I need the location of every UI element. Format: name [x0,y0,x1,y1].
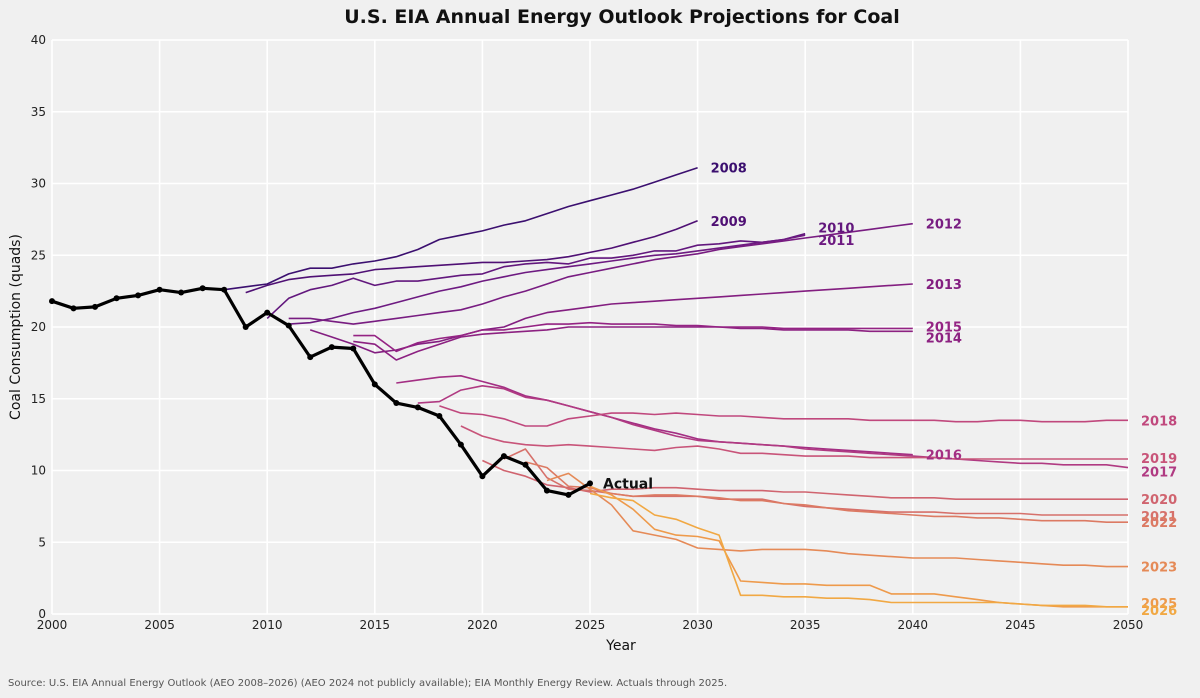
series-label-2008: 2008 [711,162,747,177]
x-tick-label: 2035 [790,618,821,632]
actual-point [113,295,120,302]
series-label-2025: 2025 [1141,597,1177,612]
series-line-2019 [460,425,1128,460]
y-tick-label: 20 [31,320,46,334]
series-label-2023: 2023 [1141,561,1177,576]
actual-point [328,344,335,351]
actual-point [543,487,550,494]
actual-point [371,381,378,388]
actual-point [457,441,464,448]
series-label-2010: 2010 [818,222,854,237]
y-axis-ticks: 0 5 10 15 20 25 30 35 40 [31,33,46,621]
actual-point [49,298,55,305]
source-note: Source: U.S. EIA Annual Energy Outlook (… [8,678,728,689]
x-tick-label: 2050 [1113,618,1144,632]
series-label-2015: 2015 [926,320,962,335]
series-line-2020 [482,459,1128,501]
actual-point [307,354,314,361]
y-tick-label: 15 [31,392,46,406]
actual-point [178,289,185,296]
actual-point [135,292,142,299]
actual-point [522,461,529,468]
series-label-2019: 2019 [1141,452,1177,467]
series-line-2026 [589,492,1128,608]
series-line-2008 [224,166,698,291]
actual-point [500,453,507,460]
y-tick-label: 5 [38,535,46,549]
actual-series: Actual [49,285,653,498]
actual-point [414,404,421,411]
actual-point [70,305,77,312]
actual-point [479,473,486,480]
actual-point [264,309,271,316]
series-label-2012: 2012 [926,218,962,233]
series-label-2014: 2014 [926,331,962,346]
series-line-2017 [417,384,1129,469]
series-line-2023 [546,472,1128,568]
actual-point [221,286,228,293]
series-line-2016 [396,374,913,456]
x-tick-label: 2015 [360,618,391,632]
actual-point [565,491,572,498]
series-line-2022 [525,461,1128,524]
y-tick-label: 40 [31,33,46,47]
series-line-2025 [589,485,1128,608]
x-tick-label: 2000 [37,618,68,632]
series-label-2022: 2022 [1141,516,1177,531]
x-axis-ticks: 2000 2005 2010 2015 2020 2025 2030 2035 2040 2045… [37,618,1144,632]
x-tick-label: 2010 [252,618,283,632]
series-label-2016: 2016 [926,449,962,464]
y-tick-label: 30 [31,177,46,191]
series-line-2011 [288,234,806,325]
y-tick-label: 0 [38,607,46,621]
actual-point [156,286,163,293]
series-line-2009 [245,220,698,294]
actual-point [92,303,99,310]
y-tick-label: 25 [31,248,46,262]
x-tick-label: 2030 [682,618,713,632]
actual-point [587,480,593,487]
chart-title: U.S. EIA Annual Energy Outlook Projectio… [344,6,900,28]
x-tick-label: 2025 [575,618,606,632]
actual-point [242,324,249,330]
actual-label: Actual [603,476,653,492]
projection-series [224,166,1129,608]
y-tick-label: 35 [31,105,46,119]
series-label-2017: 2017 [1141,466,1177,481]
series-line-2015 [353,321,913,353]
actual-line [51,286,591,497]
actual-point [393,400,400,407]
x-tick-label: 2040 [898,618,929,632]
series-line-2012 [288,222,913,325]
actual-point [199,285,206,292]
series-line-2014 [353,326,913,361]
series-label-2026: 2026 [1141,604,1177,619]
y-axis-label: Coal Consumption (quads) [8,234,24,420]
series-line-2010 [266,232,806,319]
y-tick-label: 10 [31,464,46,478]
grid-lines [51,39,1129,615]
series-label-2021: 2021 [1141,510,1177,525]
actual-point [350,345,357,352]
x-tick-label: 2045 [1005,618,1036,632]
series-label-2020: 2020 [1141,493,1177,508]
series-label-2013: 2013 [926,278,962,293]
series-line-2018 [439,405,1128,427]
series-label-2009: 2009 [711,215,747,230]
x-tick-label: 2020 [467,618,498,632]
actual-point [436,412,443,419]
x-tick-label: 2005 [144,618,175,632]
series-label-2018: 2018 [1141,414,1177,429]
actual-point [285,322,292,329]
series-label-2011: 2011 [818,234,854,249]
x-axis-label: Year [605,638,636,654]
